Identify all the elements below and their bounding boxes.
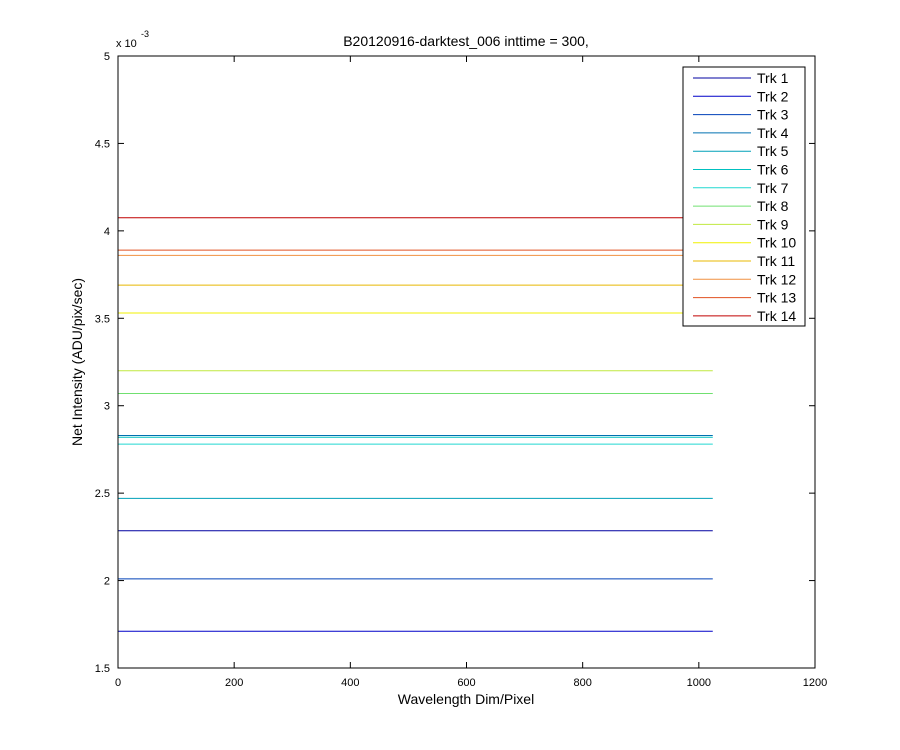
legend-label-trk-9: Trk 9: [757, 216, 789, 232]
y-tick-label: 1.5: [95, 663, 110, 675]
legend-label-trk-5: Trk 5: [757, 143, 789, 159]
chart-title: B20120916-darktest_006 inttime = 300,: [343, 33, 589, 49]
legend-label-trk-2: Trk 2: [757, 88, 789, 104]
legend-label-trk-11: Trk 11: [757, 253, 795, 269]
legend-label-trk-14: Trk 14: [757, 308, 796, 324]
y-axis: 1.5 2 2.5 3 3.5 4 4.5 5: [95, 51, 815, 675]
y-axis-label: Net Intensity (ADU/pix/sec): [69, 278, 85, 446]
legend-label-trk-7: Trk 7: [757, 180, 789, 196]
legend-label-trk-10: Trk 10: [757, 235, 796, 251]
legend: Trk 1 Trk 2 Trk 3 Trk 4 Trk 5 Trk 6 Trk 7 Trk 8…: [682, 66, 806, 327]
y-tick-label: 2: [104, 576, 110, 588]
x-tick-label: 800: [573, 677, 591, 689]
legend-label-trk-1: Trk 1: [757, 70, 789, 86]
x-tick-label: 600: [457, 677, 475, 689]
x-axis: 0 200 400 600 800 1000 1200: [115, 56, 827, 689]
x-tick-label: 1200: [803, 677, 827, 689]
legend-label-trk-13: Trk 13: [757, 290, 796, 306]
legend-label-trk-4: Trk 4: [757, 125, 789, 141]
legend-label-trk-6: Trk 6: [757, 162, 789, 178]
x-axis-label: Wavelength Dim/Pixel: [398, 691, 534, 707]
legend-label-trk-12: Trk 12: [757, 271, 796, 287]
y-tick-label: 4.5: [95, 138, 110, 150]
y-tick-label: 2.5: [95, 488, 110, 500]
y-tick-label: 5: [104, 51, 110, 63]
y-multiplier-exponent: -3: [141, 29, 149, 39]
y-tick-label: 3.5: [95, 313, 110, 325]
x-tick-label: 1000: [687, 677, 711, 689]
legend-label-trk-3: Trk 3: [757, 107, 789, 123]
x-tick-label: 400: [341, 677, 359, 689]
legend-box: [682, 66, 806, 327]
y-tick-label: 3: [104, 401, 110, 413]
y-multiplier-label: x 10: [116, 38, 137, 50]
x-tick-label: 200: [225, 677, 243, 689]
y-tick-label: 4: [104, 226, 110, 238]
legend-label-trk-8: Trk 8: [757, 198, 789, 214]
series-layer: [118, 217, 713, 632]
x-tick-label: 0: [115, 677, 121, 689]
